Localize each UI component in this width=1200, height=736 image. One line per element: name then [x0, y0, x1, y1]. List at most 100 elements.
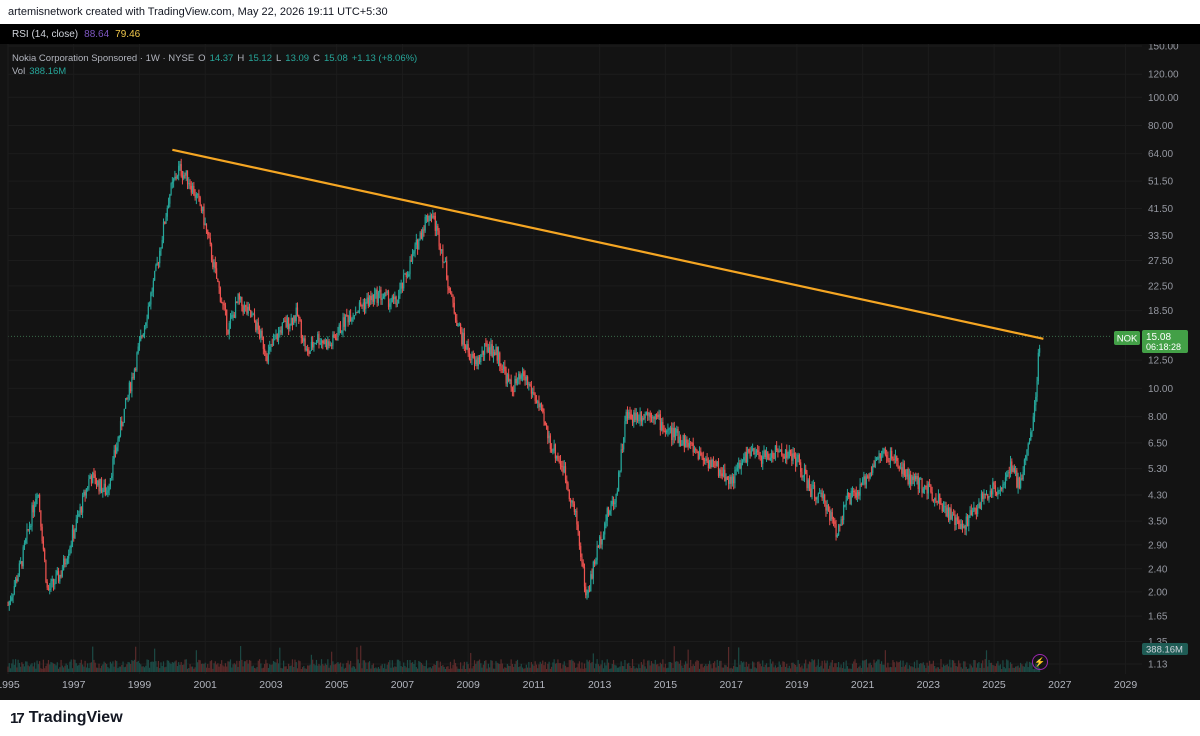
volume-bar	[135, 646, 137, 672]
volume-bar	[621, 665, 624, 672]
candle-body	[930, 484, 932, 493]
candle-body	[481, 350, 483, 355]
candle-body	[408, 274, 410, 277]
candle-body	[687, 442, 689, 447]
x-tick-label: 1995	[0, 679, 20, 691]
volume-bar	[363, 660, 366, 672]
volume-bar	[336, 663, 338, 672]
candle-body	[339, 324, 342, 333]
candle-body	[368, 295, 371, 306]
volume-bar	[174, 661, 176, 672]
candle-body	[240, 296, 242, 300]
candle-body	[870, 472, 873, 474]
volume-bar	[923, 665, 926, 672]
volume-bar	[733, 665, 735, 672]
volume-bar	[750, 668, 752, 672]
volume-bar	[489, 667, 491, 672]
volume-bar	[85, 667, 87, 672]
candle-body	[614, 502, 616, 505]
time-axis[interactable]: 1995199719992001200320052007200920112013…	[0, 679, 1137, 691]
candle-body	[942, 507, 945, 512]
candle-body	[37, 494, 39, 497]
candle-body	[706, 458, 708, 461]
candle-body	[97, 480, 99, 486]
candle-body	[816, 497, 818, 500]
volume-bar	[281, 668, 283, 672]
volume-bar	[662, 659, 664, 672]
candle-body	[71, 529, 74, 545]
volume-bar	[478, 659, 481, 672]
candle-body	[93, 472, 95, 475]
candle-body	[261, 330, 263, 337]
candle-body	[795, 457, 797, 467]
candle-body	[419, 232, 421, 240]
candle-body	[166, 207, 168, 217]
volume-bar	[209, 661, 211, 672]
volume-bar	[858, 666, 860, 672]
candle-body	[215, 268, 218, 279]
volume-bar	[587, 661, 589, 672]
volume-bar	[649, 665, 651, 672]
volume-bar	[221, 660, 223, 672]
volume-bar	[832, 667, 835, 672]
candle-body	[90, 476, 93, 484]
volume-bar	[998, 665, 1000, 672]
candle-body	[609, 510, 611, 515]
volume-bar	[1017, 665, 1019, 672]
candle-body	[100, 479, 103, 493]
candle-body	[248, 306, 251, 310]
volume-bar	[242, 666, 244, 672]
candle-body	[782, 454, 784, 457]
candle-body	[805, 469, 807, 474]
candle-body	[396, 303, 398, 305]
volume-bar	[92, 646, 94, 672]
candle-body	[437, 225, 439, 231]
volume-bar	[978, 662, 980, 672]
trendline[interactable]	[172, 148, 1044, 340]
volume-bar	[344, 667, 347, 672]
volume-bar	[233, 663, 235, 672]
volume-bar	[807, 664, 809, 672]
volume-bar	[782, 661, 784, 672]
candle-body	[377, 292, 380, 303]
volume-bar	[988, 659, 990, 672]
candle-body	[351, 318, 353, 322]
volume-bar	[63, 667, 65, 672]
candle-body	[1025, 455, 1027, 460]
volume-bar	[392, 667, 395, 672]
chart-panel[interactable]: 150.00 120.00 100.00 80.00 64.00 51.50 41.50 33…	[0, 24, 1200, 700]
volume-bar	[854, 659, 856, 672]
volume-bar	[569, 660, 572, 672]
volume-bar	[534, 661, 536, 672]
volume-bar	[429, 667, 431, 672]
volume-bar	[14, 659, 17, 672]
volume-bar	[122, 661, 124, 672]
candle-body	[815, 497, 817, 500]
volume-bar	[200, 663, 203, 672]
volume-bar	[961, 668, 964, 672]
candle-body	[923, 486, 926, 489]
volume-bar	[887, 662, 889, 672]
high-label: H	[237, 53, 245, 64]
price-chart[interactable]: 150.00120.00100.0080.0064.0051.5041.5033…	[0, 24, 1200, 700]
candle-body	[738, 462, 740, 468]
rsi-indicator-bar[interactable]: RSI (14, close) 88.64 79.46	[0, 24, 1200, 44]
price-axis[interactable]: 150.00120.00100.0080.0064.0051.5041.5033…	[1148, 42, 1179, 671]
volume-bar	[777, 666, 779, 672]
candle-body	[664, 430, 666, 433]
volume-bar	[673, 646, 675, 672]
lightning-icon[interactable]: ⚡	[1032, 654, 1048, 670]
candle-body	[745, 452, 747, 463]
candle-body	[630, 414, 632, 419]
volume-bar	[313, 663, 315, 672]
candle-body	[615, 494, 617, 503]
volume-bar	[68, 668, 70, 672]
symbol-legend[interactable]: Nokia Corporation Sponsored · 1W · NYSE …	[12, 53, 417, 64]
brand-name: TradingView	[28, 709, 123, 726]
volume-bar	[395, 666, 397, 672]
volume-bar	[424, 666, 426, 672]
volume-bar	[950, 667, 952, 672]
volume-bar	[1030, 662, 1032, 672]
candle-body	[690, 442, 692, 444]
volume-bar	[385, 668, 387, 672]
